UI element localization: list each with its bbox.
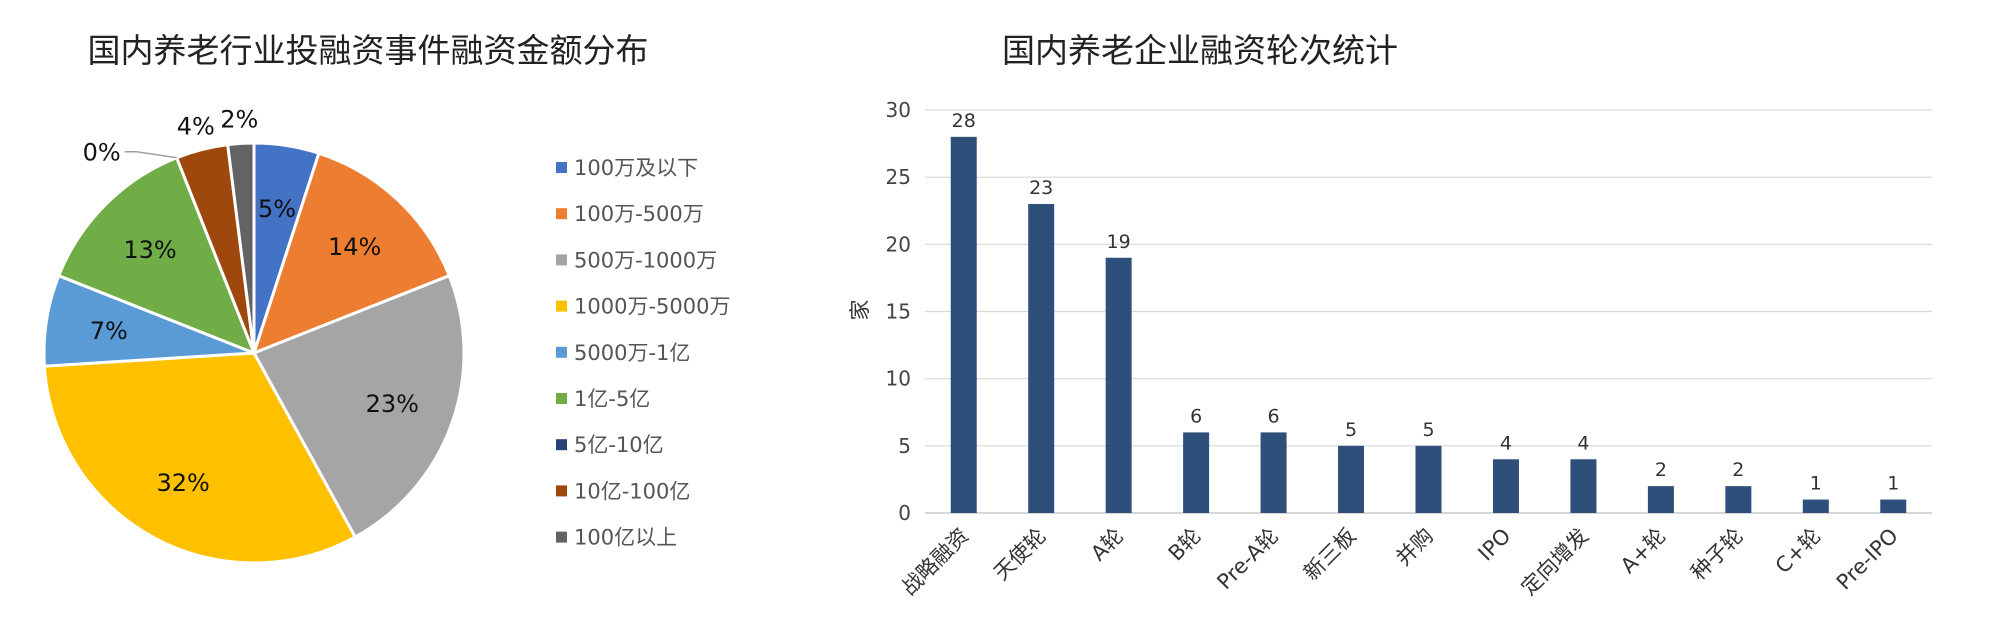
pie-data-label: 0% xyxy=(83,139,121,167)
bar-data-label: 28 xyxy=(952,110,976,132)
x-tick-label: IPO xyxy=(1474,524,1516,566)
legend-label: 1亿-5亿 xyxy=(574,387,650,411)
bar-data-label: 4 xyxy=(1500,432,1512,454)
bar-data-label: 2 xyxy=(1732,459,1744,481)
bar xyxy=(1802,499,1829,513)
bar-data-label: 4 xyxy=(1577,432,1589,454)
legend-swatch xyxy=(556,208,567,220)
legend-label: 100万-500万 xyxy=(574,202,704,226)
x-tick-label: 新三板 xyxy=(1299,524,1361,586)
bar xyxy=(950,136,977,513)
x-tick-label: Pre-A轮 xyxy=(1212,524,1283,595)
x-tick-label: A轮 xyxy=(1086,524,1128,566)
y-axis-label: 家 xyxy=(848,300,872,321)
y-tick-label: 10 xyxy=(886,367,911,391)
bar xyxy=(1880,499,1907,513)
legend-swatch xyxy=(556,393,567,404)
y-tick-label: 30 xyxy=(886,98,911,122)
pie-data-label: 7% xyxy=(90,317,128,345)
y-tick-label: 25 xyxy=(886,165,911,189)
pie-data-label: 5% xyxy=(258,195,296,223)
bar-data-label: 6 xyxy=(1268,405,1280,427)
pie-slice xyxy=(56,155,257,356)
bar-data-label: 2 xyxy=(1655,459,1667,481)
pie-chart: 国内养老行业投融资事件融资金额分布 5% 14% 23% 32% 7% 13% 0% 4% 2%… xyxy=(42,31,730,565)
pie-slice xyxy=(226,141,256,354)
legend-swatch xyxy=(556,254,567,266)
x-tick-label: 并购 xyxy=(1391,524,1438,571)
bar-data-label: 1 xyxy=(1810,473,1822,495)
bar xyxy=(1260,432,1287,513)
x-tick-label: 天使轮 xyxy=(989,524,1051,586)
pie-slice xyxy=(42,351,358,565)
bar xyxy=(1570,459,1597,513)
x-tick-label: Pre-IPO xyxy=(1832,524,1903,595)
bar xyxy=(1725,486,1752,513)
pie-data-label: 4% xyxy=(177,112,215,140)
legend-swatch xyxy=(556,531,567,543)
pie-slice xyxy=(251,273,466,540)
legend-swatch xyxy=(556,485,567,497)
bar-data-label: 19 xyxy=(1107,231,1131,253)
y-tick-label: 20 xyxy=(886,232,911,256)
pie-chart-title: 国内养老行业投融资事件融资金额分布 xyxy=(88,31,649,70)
bar xyxy=(1183,432,1210,513)
legend-label: 1000万-5000万 xyxy=(574,295,730,319)
bar xyxy=(1647,486,1674,513)
bar xyxy=(1338,445,1365,513)
pie-data-label: 13% xyxy=(123,236,176,264)
pie-slice xyxy=(251,151,452,356)
pie-data-label: 2% xyxy=(220,105,258,133)
legend-swatch xyxy=(556,346,567,358)
x-tick-label: 种子轮 xyxy=(1686,524,1748,586)
bar-data-label: 1 xyxy=(1887,473,1899,495)
legend-swatch xyxy=(556,162,567,173)
pie-data-label: 14% xyxy=(328,233,381,261)
bar xyxy=(1415,445,1442,513)
bar-data-label: 23 xyxy=(1029,177,1053,199)
x-tick-label: B轮 xyxy=(1164,524,1206,566)
legend-swatch xyxy=(556,300,567,312)
bar-data-label: 6 xyxy=(1190,405,1202,427)
x-tick-label: C+轮 xyxy=(1771,524,1826,579)
legend-swatch xyxy=(556,439,567,451)
legend-label: 100亿以上 xyxy=(574,526,677,550)
bar xyxy=(1105,257,1132,513)
bar-chart-title: 国内养老企业融资轮次统计 xyxy=(1002,31,1398,70)
x-tick-label: 战略融资 xyxy=(897,524,973,600)
legend-label: 10亿-100亿 xyxy=(574,479,690,503)
legend-label: 500万-1000万 xyxy=(574,248,717,272)
pie-data-label: 23% xyxy=(366,390,419,418)
pie-data-label: 32% xyxy=(157,469,210,497)
bar-chart: 国内养老企业融资轮次统计 家 0 5 10 15 20 25 30 28 23 19 6 6 5 5 4 4… xyxy=(848,31,1932,600)
x-tick-label: A+轮 xyxy=(1616,524,1670,578)
y-tick-label: 15 xyxy=(886,300,911,324)
legend-label: 5000万-1亿 xyxy=(574,341,690,365)
y-tick-label: 0 xyxy=(898,501,911,525)
bar-data-label: 5 xyxy=(1345,419,1357,441)
y-tick-label: 5 xyxy=(898,434,911,458)
bar-data-label: 5 xyxy=(1422,419,1434,441)
x-tick-label: 定向增发 xyxy=(1517,524,1593,600)
bar xyxy=(1492,459,1519,513)
pie-leader-line xyxy=(124,150,177,159)
legend-label: 5亿-10亿 xyxy=(574,433,664,457)
legend-label: 100万及以下 xyxy=(574,156,698,180)
bar xyxy=(1028,204,1055,514)
